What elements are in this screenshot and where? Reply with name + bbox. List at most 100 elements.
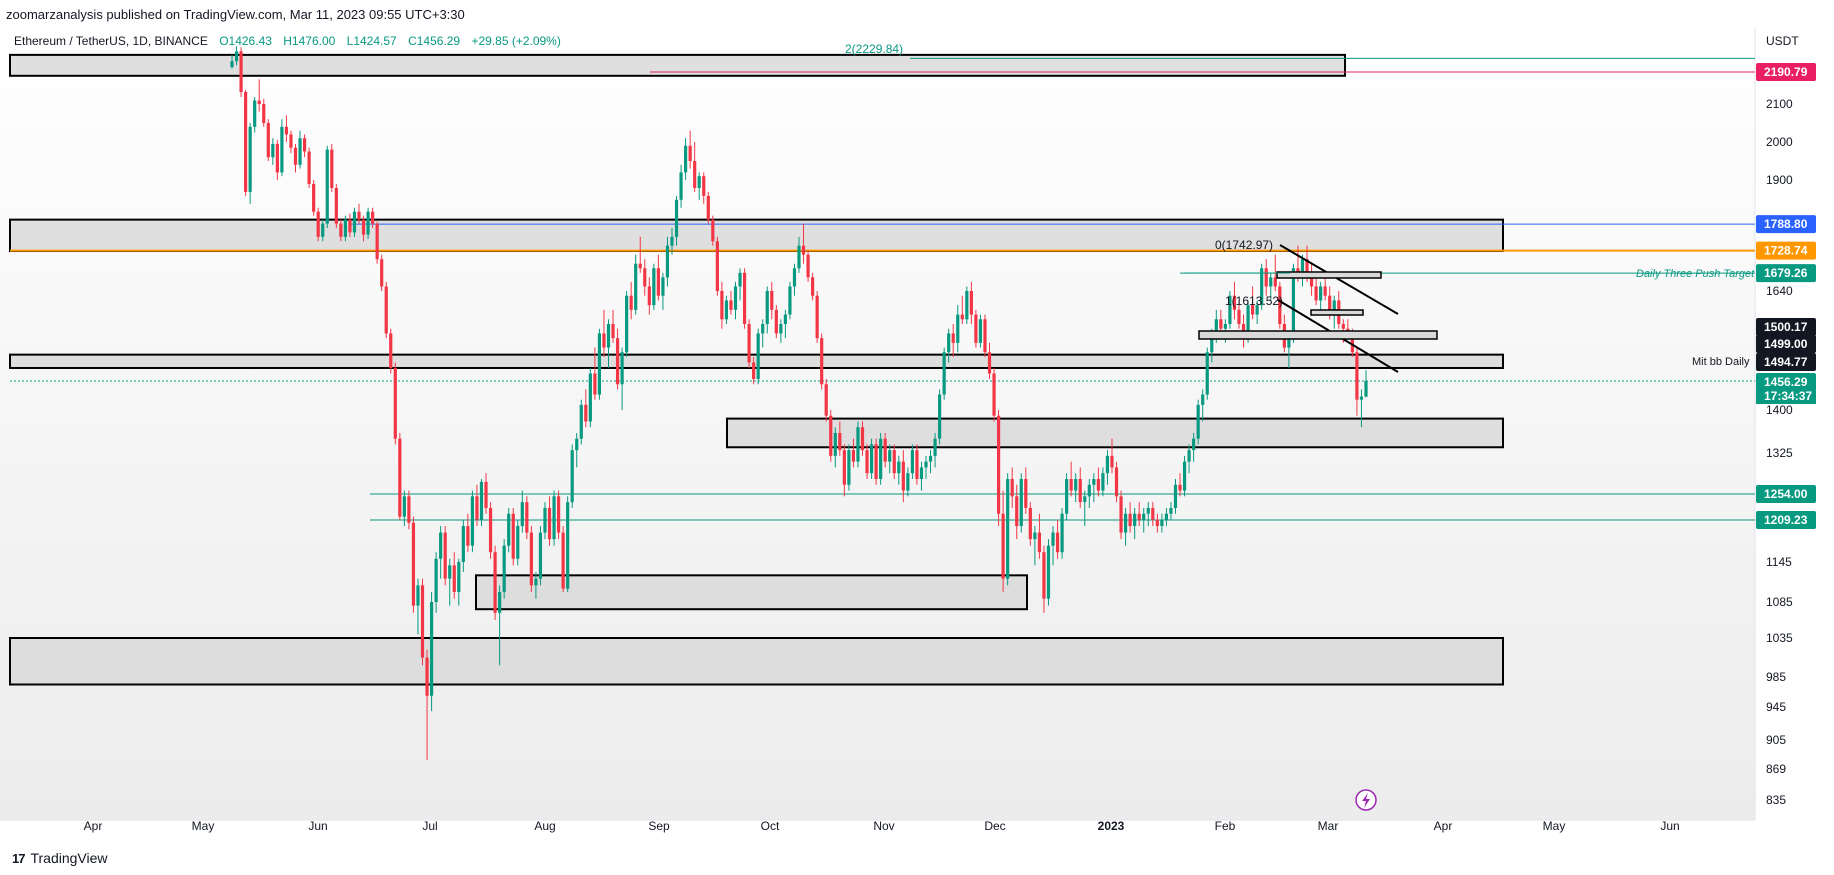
candle-body: [824, 384, 828, 416]
price-label-box: [1756, 215, 1816, 234]
candle-body: [343, 219, 347, 237]
candle-body: [752, 362, 756, 379]
price-tick-label: 869: [1766, 762, 1786, 776]
candle-body: [1123, 513, 1128, 533]
candle-body: [271, 143, 275, 158]
candle-body: [321, 223, 325, 237]
candle-body: [479, 481, 484, 520]
candle-body: [733, 286, 738, 310]
candle-body: [475, 496, 479, 520]
candle-body: [978, 319, 983, 343]
candle-body: [516, 526, 520, 559]
candle-body: [938, 394, 942, 439]
legend-change: +29.85 (+2.09%): [471, 34, 560, 48]
candle-body: [1187, 450, 1191, 462]
candle-body: [625, 295, 629, 353]
channel-upper-line: [1279, 244, 1399, 315]
candle-body: [1178, 484, 1182, 491]
candle-body: [1010, 478, 1014, 497]
candle-body: [1160, 519, 1164, 527]
price-chart[interactable]: Ethereum / TetherUS, 1D, BINANCE O1426.4…: [0, 28, 1834, 846]
countdown-box: [1756, 388, 1816, 404]
candle-body: [1119, 496, 1123, 533]
candle-body: [520, 502, 524, 527]
candle-body: [1201, 394, 1205, 405]
tradingview-logo[interactable]: 17 TradingView: [12, 850, 108, 866]
candle-body: [656, 268, 660, 296]
candle-body: [511, 513, 515, 559]
candle-body: [1228, 295, 1232, 324]
candle-body: [244, 92, 248, 192]
candle-body: [924, 461, 928, 468]
fib-top-label: 2(2229.84): [845, 42, 903, 56]
candle-body: [811, 277, 815, 296]
price-label-box: [1756, 318, 1816, 336]
candle-body: [262, 104, 266, 123]
candle-body: [1232, 295, 1237, 310]
candle-body: [1169, 507, 1173, 514]
time-tick-label: Oct: [761, 819, 780, 833]
candle-body: [1137, 513, 1141, 520]
symbol-legend: Ethereum / TetherUS, 1D, BINANCE O1426.4…: [14, 34, 561, 48]
price-label-text: 1679.26: [1764, 266, 1808, 280]
candle-body: [606, 324, 611, 348]
candle-body: [402, 496, 406, 517]
candle-body: [1328, 295, 1332, 310]
candle-body: [765, 291, 769, 324]
candle-body: [361, 219, 366, 235]
candle-body: [529, 532, 533, 586]
candle-body: [1192, 438, 1196, 451]
candle-body: [851, 450, 856, 462]
candle-body: [534, 578, 538, 586]
candle-body: [702, 176, 706, 196]
legend-symbol: Ethereum / TetherUS, 1D, BINANCE: [14, 34, 208, 48]
price-label-box: [1756, 485, 1816, 503]
daily-three-push-label: Daily Three Push Target: [1636, 268, 1755, 280]
candle-body: [919, 467, 924, 479]
candle-body: [879, 438, 883, 479]
candle-body: [411, 522, 416, 606]
footer: [0, 846, 1834, 875]
sr-zone: [475, 574, 1028, 611]
candle-body: [1355, 352, 1359, 400]
candle-body: [1065, 478, 1069, 514]
candle-body: [774, 309, 778, 334]
time-tick-label: Feb: [1215, 819, 1236, 833]
candle-body: [792, 268, 797, 287]
price-axis-background: [1755, 28, 1834, 820]
candle-body: [307, 151, 311, 184]
price-label-text: 1500.17: [1764, 320, 1808, 334]
candle-body: [897, 461, 901, 474]
price-tick-label: 945: [1766, 700, 1786, 714]
price-tick-label: 985: [1766, 670, 1786, 684]
candle-body: [257, 100, 261, 104]
candle-body: [1305, 259, 1309, 273]
legend-close: C1456.29: [408, 34, 460, 48]
price-axis[interactable]: 835 869 905 945 985 1035 1085 1145 1325 1400 1640 1…: [1766, 97, 1793, 807]
sr-zone: [9, 353, 1504, 369]
candle-body: [665, 245, 670, 278]
candle-body: [693, 161, 697, 188]
candle-body: [996, 415, 1001, 514]
time-axis[interactable]: Apr May Jun Jul Aug Sep Oct Nov Dec 2023 Feb Mar Apr…: [84, 819, 1680, 833]
candle-body: [525, 502, 529, 533]
candle-body: [951, 333, 955, 343]
candle-body: [697, 176, 701, 188]
price-tick-label: 1640: [1766, 284, 1793, 298]
time-tick-label: Apr: [1434, 819, 1453, 833]
candle-body: [543, 507, 547, 533]
candle-body: [883, 438, 887, 462]
candle-body: [348, 219, 352, 233]
price-labels: 2190.79 1788.80 1728.74 1679.26 1500.17 1499.…: [1756, 63, 1816, 529]
candle-body: [933, 438, 937, 456]
candle-body: [983, 319, 987, 353]
candle-body: [815, 295, 819, 339]
lightning-icon[interactable]: [1355, 789, 1377, 811]
candle-body: [289, 134, 293, 148]
candle-body: [738, 272, 742, 287]
candle-body: [1196, 404, 1200, 439]
legend-high: H1476.00: [283, 34, 335, 48]
candle-body: [407, 496, 411, 523]
sr-zone: [726, 417, 1504, 449]
candle-body: [393, 367, 397, 439]
